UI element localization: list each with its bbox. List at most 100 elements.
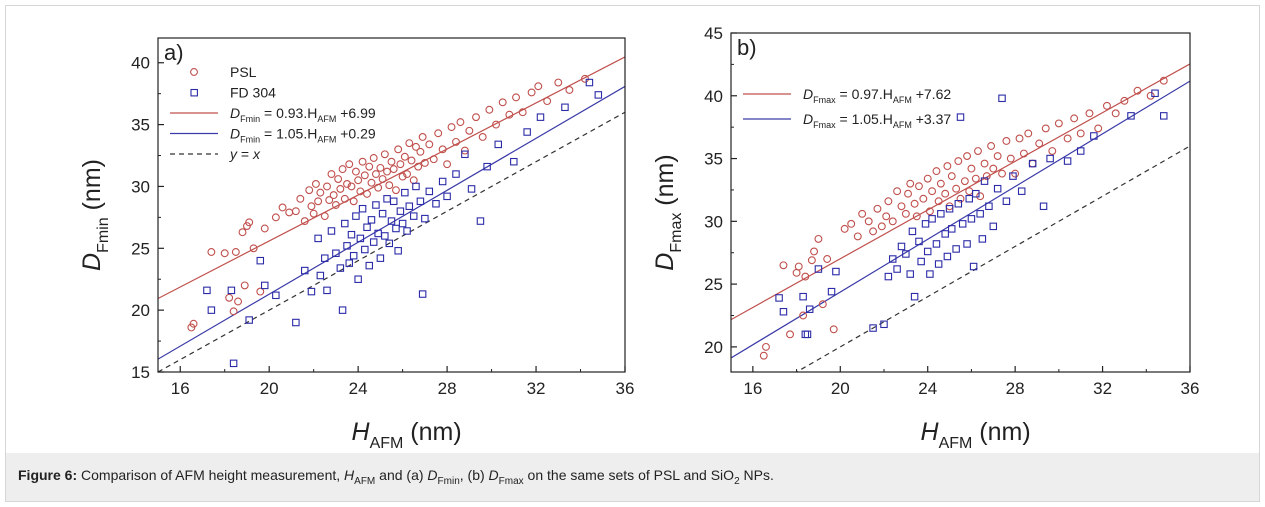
data-point-fd-304 — [926, 270, 934, 278]
data-point-psl — [960, 177, 969, 186]
y-axis-label-sub: Fmax — [668, 213, 685, 253]
y-tick-label: 15 — [131, 363, 150, 382]
data-point-fd-304 — [801, 330, 810, 339]
x-tick-label: 20 — [260, 379, 279, 398]
legend-label-post2: +3.37 — [912, 111, 952, 127]
data-point-psl — [271, 213, 280, 222]
data-point-psl — [888, 217, 897, 226]
y-axis-label-sub: Fmin — [95, 217, 112, 253]
data-point-fd-304 — [358, 204, 367, 213]
data-point-fd-304 — [989, 222, 998, 231]
data-point-psl — [527, 88, 536, 97]
data-point-fd-304 — [476, 217, 485, 225]
data-point-psl — [376, 163, 385, 172]
data-point-fd-304 — [956, 113, 965, 121]
data-point-psl — [904, 189, 912, 198]
legend-label-post2: +0.29 — [336, 126, 376, 142]
data-point-psl — [447, 123, 456, 132]
caption-text-2: and (a) — [375, 467, 428, 483]
data-point-fd-304 — [803, 330, 812, 339]
data-point-fd-304 — [998, 94, 1006, 103]
data-point-psl — [971, 174, 980, 183]
data-point-fd-304 — [403, 227, 411, 235]
data-point-fd-304 — [561, 103, 569, 112]
data-point-psl — [438, 145, 447, 154]
data-point-psl — [982, 172, 991, 181]
data-point-fd-304 — [405, 202, 414, 210]
panel-label: b) — [737, 35, 757, 60]
caption-d-2: D — [488, 467, 499, 483]
y-axis-label-unit: (nm) — [651, 154, 679, 212]
data-point-psl — [810, 247, 819, 256]
data-point-fd-304 — [978, 235, 987, 243]
data-point-psl — [291, 207, 300, 216]
legend-label: DFmax = 1.05.HAFM +3.37 — [803, 111, 951, 130]
x-tick-label: 32 — [527, 379, 546, 398]
data-point-psl — [965, 187, 974, 196]
data-point-psl — [343, 180, 351, 188]
data-point-psl — [799, 311, 808, 320]
data-point-psl — [425, 140, 434, 149]
data-point-psl — [391, 186, 400, 195]
fit-line-1 — [731, 80, 1190, 359]
data-point-fd-304 — [980, 177, 989, 185]
data-point-fd-304 — [452, 170, 460, 178]
data-point-psl — [1085, 109, 1094, 118]
y-tick-label: 25 — [131, 239, 150, 258]
data-point-psl — [403, 170, 412, 179]
data-point-fd-304 — [888, 255, 897, 263]
x-axis-label-main: H — [352, 418, 371, 446]
data-point-psl — [309, 209, 318, 218]
data-point-psl — [858, 209, 867, 218]
data-point-psl — [429, 155, 438, 164]
data-point-psl — [256, 287, 265, 296]
data-point-fd-304 — [432, 200, 440, 208]
y-tick-label: 40 — [704, 87, 723, 106]
data-point-psl — [351, 167, 360, 176]
data-point-fd-304 — [952, 245, 960, 253]
data-point-psl — [1011, 169, 1020, 178]
data-point-psl — [1094, 124, 1103, 133]
data-point-fd-304 — [260, 281, 269, 290]
data-point-psl — [189, 319, 198, 328]
data-point-fd-304 — [352, 212, 360, 220]
data-point-psl — [987, 142, 996, 150]
data-point-psl — [478, 133, 487, 141]
data-point-psl — [967, 164, 976, 173]
data-point-psl — [358, 157, 367, 166]
data-point-fd-304 — [321, 254, 329, 262]
data-point-psl — [963, 152, 972, 160]
data-point-psl — [229, 307, 238, 316]
data-point-psl — [380, 150, 389, 159]
data-point-fd-304 — [908, 227, 917, 236]
y-tick-label: 35 — [704, 150, 723, 169]
data-point-fd-304 — [301, 266, 309, 275]
data-point-fd-304 — [1028, 159, 1037, 168]
data-point-fd-304 — [207, 306, 216, 314]
legend-label-pre: D — [230, 126, 240, 142]
data-point-psl — [385, 181, 394, 190]
data-point-psl — [329, 191, 338, 200]
data-point-fd-304 — [203, 286, 211, 295]
x-tick-label: 36 — [616, 379, 635, 398]
data-point-fd-304 — [915, 237, 923, 246]
legend-label-pre: D — [803, 86, 813, 102]
data-point-psl — [847, 219, 856, 228]
data-point-psl — [260, 224, 269, 233]
data-point-psl — [853, 232, 862, 241]
data-point-psl — [554, 78, 563, 87]
data-point-psl — [314, 197, 323, 206]
data-point-fd-304 — [1090, 132, 1098, 140]
caption-label: Figure 6: — [18, 467, 78, 483]
legend-label-sub2: AFM — [317, 135, 336, 145]
data-point-fd-304 — [323, 286, 331, 295]
data-point-psl — [919, 194, 928, 203]
data-point-fd-304 — [958, 220, 967, 228]
y-tick-label: 40 — [131, 54, 150, 73]
data-point-fd-304 — [383, 195, 391, 203]
data-point-psl — [207, 248, 216, 256]
data-point-psl — [485, 105, 494, 114]
legend-marker-square — [190, 88, 198, 97]
